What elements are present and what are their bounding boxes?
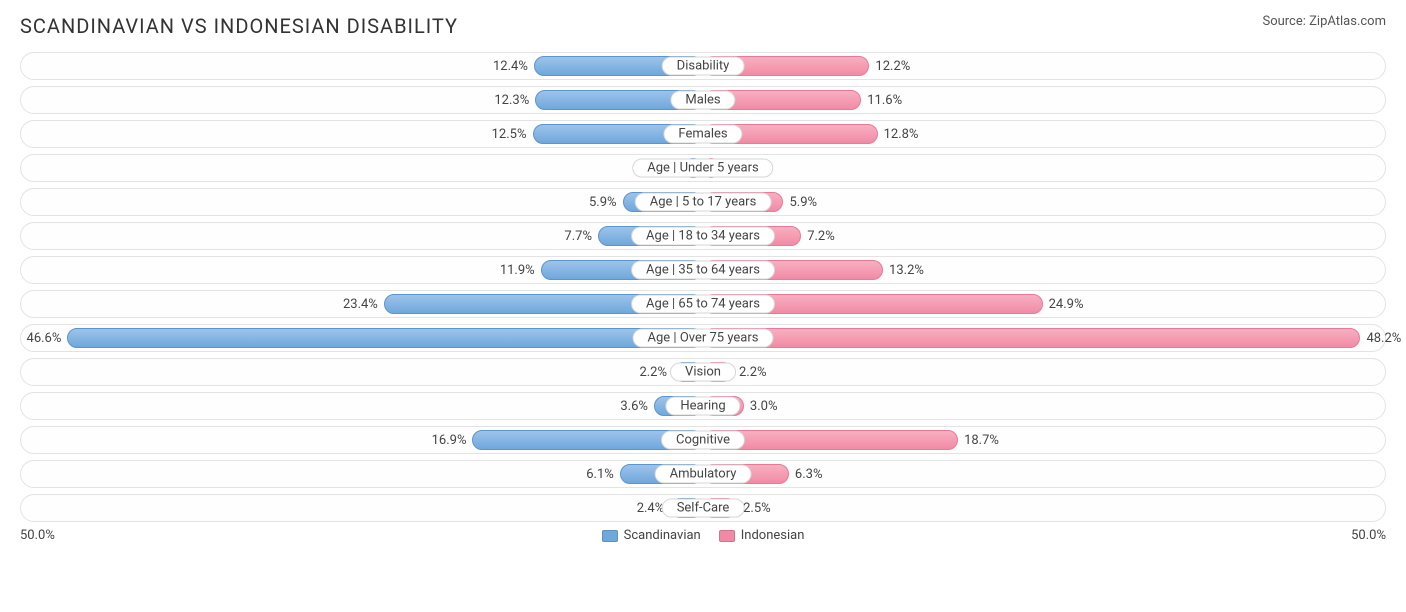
category-label: Vision bbox=[670, 363, 736, 382]
value-left: 12.5% bbox=[492, 121, 533, 147]
chart-row: 46.6%48.2%Age | Over 75 years bbox=[20, 324, 1386, 352]
chart-row: 12.4% 12.2% Disability bbox=[20, 52, 1386, 80]
value-right: 18.7% bbox=[958, 427, 999, 453]
value-right: 5.9% bbox=[783, 189, 817, 215]
chart-row: 12.5% 12.8% Females bbox=[20, 120, 1386, 148]
value-right: 6.3% bbox=[789, 461, 823, 487]
value-right: 12.2% bbox=[869, 53, 910, 79]
category-label: Disability bbox=[662, 57, 745, 76]
legend-item-left: Scandinavian bbox=[602, 528, 701, 543]
source-label: Source: bbox=[1262, 14, 1309, 29]
value-left: 2.2% bbox=[639, 359, 673, 385]
category-label: Age | Over 75 years bbox=[633, 329, 774, 348]
chart-row: 16.9% 18.7% Cognitive bbox=[20, 426, 1386, 454]
chart-row: 5.9% 5.9% Age | 5 to 17 years bbox=[20, 188, 1386, 216]
axis-right-max: 50.0% bbox=[1351, 528, 1386, 543]
value-left: 3.6% bbox=[620, 393, 654, 419]
category-label: Females bbox=[663, 125, 742, 144]
chart-row: 6.1% 6.3% Ambulatory bbox=[20, 460, 1386, 488]
legend-label-right: Indonesian bbox=[741, 528, 805, 543]
value-right: 3.0% bbox=[744, 393, 778, 419]
category-label: Ambulatory bbox=[655, 465, 752, 484]
category-label: Age | 35 to 64 years bbox=[631, 261, 775, 280]
value-right: 48.2% bbox=[1360, 325, 1401, 351]
source-name: ZipAtlas.com bbox=[1309, 14, 1386, 29]
value-left: 6.1% bbox=[586, 461, 620, 487]
chart-row: 23.4% 24.9% Age | 65 to 74 years bbox=[20, 290, 1386, 318]
bar-left bbox=[67, 328, 703, 348]
value-left: 12.4% bbox=[493, 53, 534, 79]
chart-row: 11.9% 13.2% Age | 35 to 64 years bbox=[20, 256, 1386, 284]
category-label: Age | Under 5 years bbox=[632, 159, 773, 178]
value-right: 24.9% bbox=[1043, 291, 1084, 317]
category-label: Age | 5 to 17 years bbox=[635, 193, 772, 212]
legend-label-left: Scandinavian bbox=[624, 528, 701, 543]
chart-header: SCANDINAVIAN VS INDONESIAN DISABILITY So… bbox=[20, 14, 1386, 38]
category-label: Age | 18 to 34 years bbox=[631, 227, 775, 246]
chart-footer: 50.0% Scandinavian Indonesian 50.0% bbox=[20, 528, 1386, 543]
chart-row: 3.6% 3.0%Hearing bbox=[20, 392, 1386, 420]
category-label: Cognitive bbox=[661, 431, 745, 450]
value-right: 12.8% bbox=[878, 121, 919, 147]
chart-row: 1.5%1.2%Age | Under 5 years bbox=[20, 154, 1386, 182]
category-label: Self-Care bbox=[662, 499, 745, 518]
axis-left-max: 50.0% bbox=[20, 528, 55, 543]
chart-row: 12.3% 11.6% Males bbox=[20, 86, 1386, 114]
chart-title: SCANDINAVIAN VS INDONESIAN DISABILITY bbox=[20, 14, 458, 38]
chart-row: 2.2% 2.2%Vision bbox=[20, 358, 1386, 386]
value-right: 2.2% bbox=[733, 359, 767, 385]
bar-right bbox=[703, 328, 1360, 348]
category-label: Age | 65 to 74 years bbox=[631, 295, 775, 314]
chart-row: 2.4%2.5%Self-Care bbox=[20, 494, 1386, 522]
value-left: 11.9% bbox=[500, 257, 541, 283]
chart-legend: Scandinavian Indonesian bbox=[602, 528, 805, 543]
value-left: 12.3% bbox=[494, 87, 535, 113]
butterfly-chart: 12.4% 12.2% Disability 12.3% 11.6% Males 12.5%… bbox=[20, 52, 1386, 522]
value-right: 7.2% bbox=[801, 223, 835, 249]
category-label: Males bbox=[670, 91, 735, 110]
category-label: Hearing bbox=[665, 397, 740, 416]
chart-row: 7.7% 7.2% Age | 18 to 34 years bbox=[20, 222, 1386, 250]
value-left: 16.9% bbox=[432, 427, 473, 453]
value-left: 7.7% bbox=[564, 223, 598, 249]
legend-swatch-left bbox=[602, 530, 618, 542]
value-left: 46.6% bbox=[27, 325, 68, 351]
value-right: 11.6% bbox=[861, 87, 902, 113]
legend-swatch-right bbox=[719, 530, 735, 542]
legend-item-right: Indonesian bbox=[719, 528, 805, 543]
value-left: 5.9% bbox=[589, 189, 623, 215]
value-right: 13.2% bbox=[883, 257, 924, 283]
value-left: 23.4% bbox=[343, 291, 384, 317]
chart-source: Source: ZipAtlas.com bbox=[1262, 14, 1386, 29]
